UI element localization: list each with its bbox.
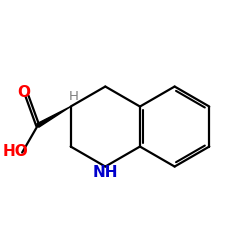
Polygon shape	[37, 106, 71, 127]
Text: H: H	[69, 90, 79, 103]
Text: O: O	[18, 85, 30, 100]
Text: HO: HO	[2, 144, 28, 158]
Text: NH: NH	[92, 165, 118, 180]
